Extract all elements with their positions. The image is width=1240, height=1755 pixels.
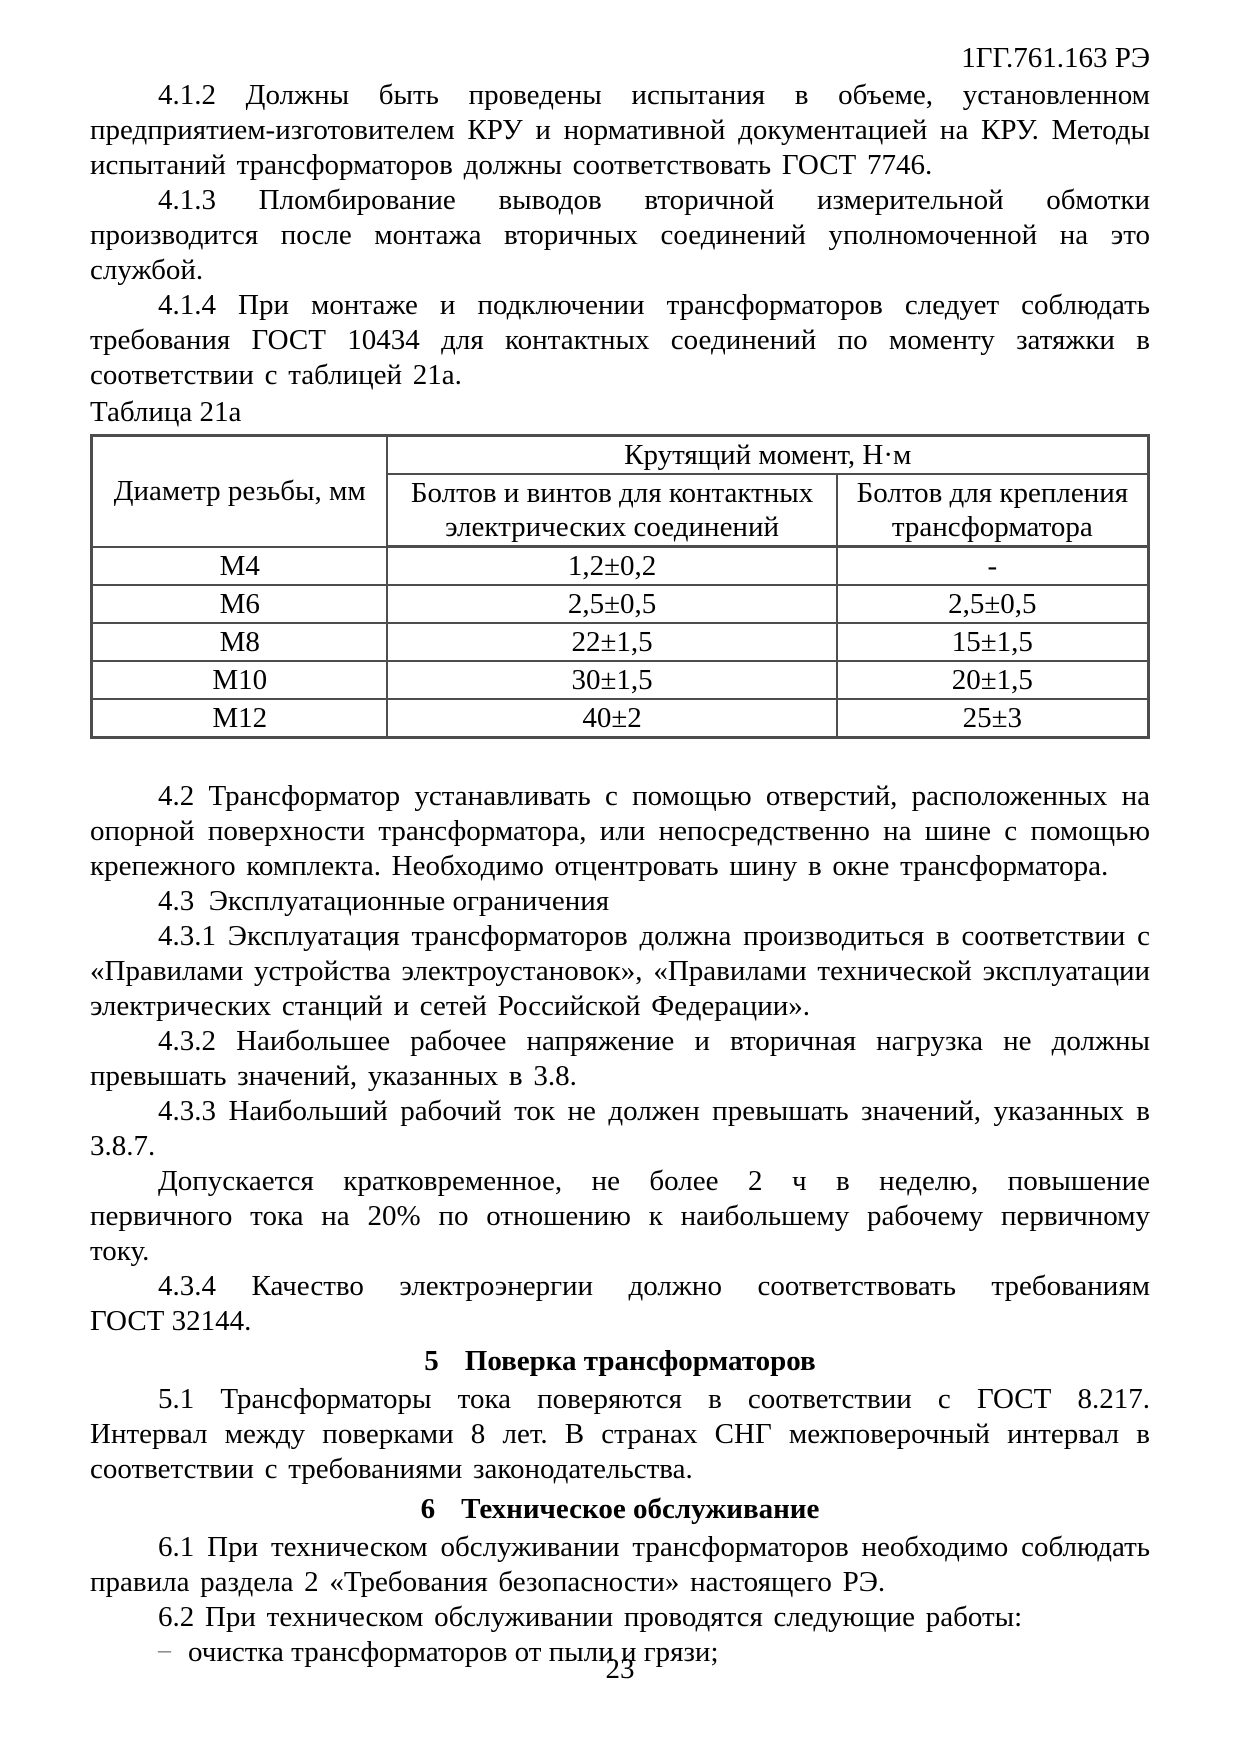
- cell-mount: 20±1,5: [835, 660, 1150, 700]
- section-5-number: 5: [424, 1345, 439, 1377]
- paragraph-4-3-3: 4.3.3 Наибольший рабочий ток не должен п…: [90, 1094, 1150, 1164]
- cell-diameter: М10: [90, 660, 389, 700]
- section-5-heading: 5 Поверка трансформаторов: [90, 1343, 1150, 1379]
- subheader-cell-contact: Болтов и винтов для контактных электриче…: [386, 473, 838, 548]
- cell-contact: 30±1,5: [386, 660, 838, 700]
- section-6-title: Техническое обслуживание: [461, 1493, 820, 1525]
- list-item: – очистка трансформаторов от пыли и грязи…: [158, 1635, 1150, 1670]
- paragraph-4-3-3-line2: 3.8.7.: [90, 1130, 156, 1162]
- paragraph-4-3-4: 4.3.4 Качество электроэнергии должно соо…: [90, 1269, 1150, 1339]
- section-6-number: 6: [420, 1493, 436, 1525]
- table-row: М8 22±1,5 15±1,5: [90, 622, 1150, 662]
- table-row: М6 2,5±0,5 2,5±0,5: [90, 584, 1150, 624]
- cell-diameter: М6: [90, 584, 389, 624]
- cell-contact: 2,5±0,5: [386, 584, 838, 624]
- heading-4-3: 4.3 Эксплуатационные ограничения: [158, 885, 610, 917]
- torque-table: Диаметр резьбы, мм Крутящий момент, Н·м …: [90, 434, 1150, 739]
- paragraph-4-2: 4.2 Трансформатор устанавливать с помощь…: [90, 780, 1150, 882]
- table-header-row: Диаметр резьбы, мм Крутящий момент, Н·м: [90, 434, 1150, 548]
- table-caption: Таблица 21а: [90, 396, 242, 428]
- paragraph-4-1-3: 4.1.3 Пломбирование выводов вторичной из…: [90, 184, 1150, 286]
- paragraph-6-1: 6.1 При техническом обслуживании трансфо…: [90, 1531, 1150, 1598]
- list-dash-marker: –: [158, 1635, 171, 1664]
- paragraph-4-3-4-line2: ГОСТ 32144.: [90, 1305, 252, 1337]
- cell-contact: 1,2±0,2: [386, 545, 838, 586]
- cell-contact: 22±1,5: [386, 622, 838, 662]
- cell-mount: -: [835, 545, 1150, 586]
- header-cell-torque: Крутящий момент, Н·м: [386, 434, 1150, 475]
- table-row: М4 1,2±0,2 -: [90, 545, 1150, 586]
- paragraph-5-1: 5.1 Трансформаторы тока поверяются в соо…: [90, 1383, 1150, 1485]
- table-subheader-row: Болтов и винтов для контактных электриче…: [92, 473, 1150, 548]
- paragraph-6-2: 6.2 При техническом обслуживании проводя…: [158, 1601, 1023, 1633]
- paragraph-dopusk: Допускается кратковременное, не более 2 …: [90, 1165, 1150, 1267]
- paragraph-4-3-3-line1: 4.3.3 Наибольший рабочий ток не должен п…: [158, 1095, 1150, 1127]
- cell-mount: 15±1,5: [835, 622, 1150, 662]
- paragraph-4-1-2: 4.1.2 Должны быть проведены испытания в …: [90, 79, 1150, 181]
- header-cell-diameter: Диаметр резьбы, мм: [90, 434, 389, 548]
- paragraph-4-1-4: 4.1.4 При монтаже и подключении трансфор…: [90, 289, 1150, 391]
- section-6-heading: 6 Техническое обслуживание: [90, 1491, 1150, 1527]
- cell-mount: 2,5±0,5: [835, 584, 1150, 624]
- cell-contact: 40±2: [386, 698, 838, 739]
- cell-mount: 25±3: [835, 698, 1150, 739]
- cell-diameter: М4: [90, 545, 389, 586]
- paragraph-4-3-4-line1: 4.3.4 Качество электроэнергии должно соо…: [158, 1270, 1150, 1302]
- table-row: М12 40±2 25±3: [90, 698, 1150, 739]
- paragraph-4-3-2: 4.3.2 Наибольшее рабочее напряжение и вт…: [90, 1025, 1150, 1092]
- page-number: 23: [605, 1653, 635, 1685]
- table-row: М10 30±1,5 20±1,5: [90, 660, 1150, 700]
- cell-diameter: М12: [90, 698, 389, 739]
- cell-diameter: М8: [90, 622, 389, 662]
- section-5-title: Поверка трансформаторов: [464, 1345, 816, 1377]
- paragraph-4-3-1: 4.3.1 Эксплуатация трансформаторов должн…: [90, 920, 1150, 1022]
- list-item-text: очистка трансформаторов от пыли и грязи;: [188, 1636, 719, 1668]
- subheader-cell-mount: Болтов для крепления трансформатора: [835, 473, 1150, 548]
- doc-code: 1ГГ.761.163 РЭ: [961, 42, 1150, 74]
